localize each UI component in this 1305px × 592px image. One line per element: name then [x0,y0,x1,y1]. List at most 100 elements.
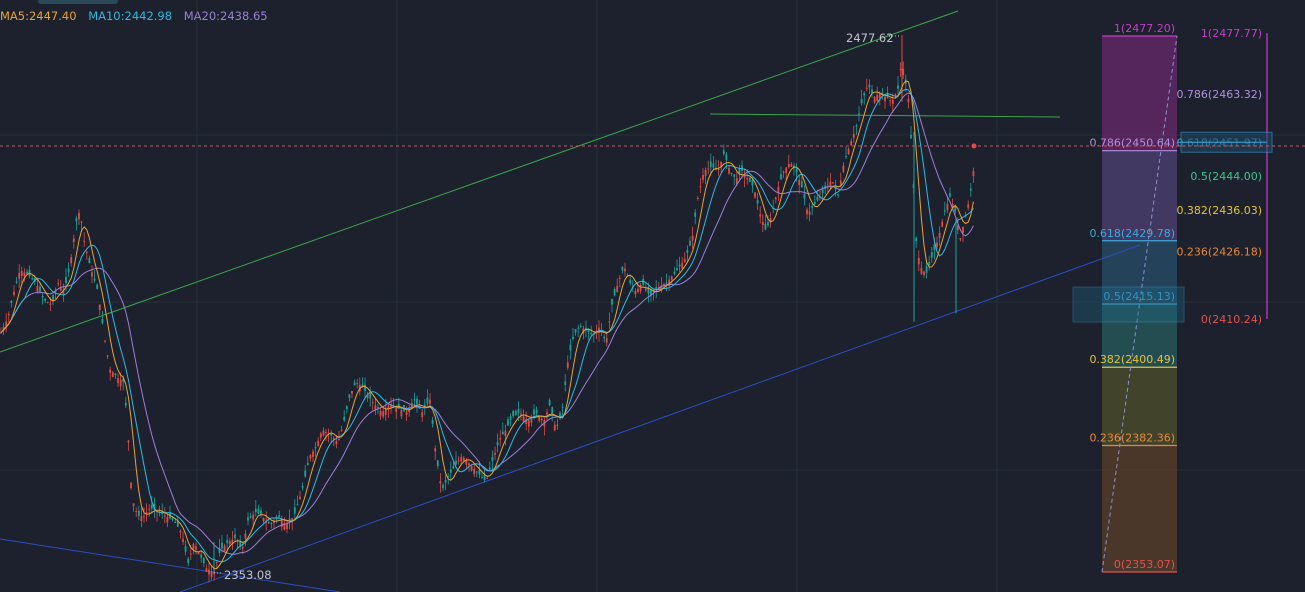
candle-body [150,504,153,509]
candle-body [678,264,681,267]
candle-body [218,547,221,553]
toolbar-tab[interactable] [38,0,118,4]
candle-body [41,295,44,298]
candle-body [449,469,452,473]
candle-body [390,404,392,408]
candle-body [941,221,944,227]
high-price-label: 2477.62 [846,31,894,45]
candle-body [166,516,169,523]
candle-body [522,416,525,422]
candle-body [910,134,912,139]
candle-body [36,286,39,292]
candle-body [722,150,725,155]
candle-body [709,161,712,168]
candle-body [540,418,543,421]
fib-retracement-right[interactable]: 1(2477.77)0.786(2463.32)0.618(2451.97)0.… [1176,27,1273,326]
candle-body [439,481,442,484]
candle-body [62,290,65,294]
candle-body [938,232,941,238]
candle-body [195,546,197,550]
candle-body [785,167,788,173]
candle-body [91,272,93,277]
last-price-dot [971,143,977,149]
fib-retracement-left[interactable]: 1(2477.20)0.786(2450.64)0.618(2429.78)0.… [1072,22,1185,573]
candle-body [689,240,691,246]
lower-channel-line [179,244,1141,592]
candle-body [956,225,959,231]
candle-body [39,286,41,292]
price-labels: 2477.62 2353.08 [214,31,900,582]
candle-body [374,405,377,410]
candle-body [434,448,437,452]
candle-body [946,204,949,211]
candle-body [847,148,850,154]
candle-body [676,268,678,271]
trendlines[interactable] [0,10,1305,592]
candle-body [96,284,99,290]
candle-body [18,272,21,279]
candle-body [442,484,444,489]
candle-body [421,412,424,418]
candle-body [878,93,881,99]
candle-body [483,474,486,481]
fib-right-label: 1(2477.77) [1201,27,1262,40]
candle-body [512,410,515,417]
candle-body [668,279,671,286]
candle-body [452,466,455,469]
candle-body [145,512,148,514]
candle-body [621,267,624,271]
candle-body [787,163,790,168]
candle-body [444,479,447,483]
candle-body [865,87,868,89]
candle-body [715,169,717,171]
candle-body [858,113,860,115]
candle-body [811,206,814,208]
candle-body [371,402,374,404]
ma5-line [0,80,974,570]
candle-body [343,416,346,421]
candle-body [44,298,47,301]
candles [0,35,977,583]
candle-body [730,172,733,174]
ma-lines [0,80,974,570]
ma10-label: MA10:2442.98 [88,9,173,23]
candle-body [756,200,759,204]
candle-body [644,289,647,291]
candle-body [832,182,834,184]
candle-body [470,466,473,471]
candle-body [127,440,130,443]
candle-body [382,411,385,417]
candle-body [340,429,343,431]
candle-body [899,69,902,71]
candle-body [473,468,476,475]
candle-body [49,303,52,305]
upper-channel-line [0,10,959,353]
candle-body [291,518,294,523]
candle-body [925,266,928,273]
candle-body [431,420,434,424]
candle-body [587,329,590,332]
candle-body [548,400,551,406]
candle-body [530,417,533,423]
candle-body [842,165,845,172]
candle-body [132,503,135,507]
candle-body [114,373,117,376]
candle-body [202,558,205,564]
candle-body [686,249,689,254]
candle-body [637,288,639,292]
candle-body [962,226,964,233]
candle-body [650,289,652,295]
candle-body [923,271,925,276]
candle-body [647,287,650,294]
candle-body [278,515,281,518]
candle-body [803,193,806,199]
candle-body [462,457,465,461]
candle-body [288,518,291,521]
candle-body [200,554,203,558]
candle-body [231,539,234,545]
fib-zone-band [1102,367,1177,446]
candle-body [163,515,166,517]
candle-body [572,336,574,340]
